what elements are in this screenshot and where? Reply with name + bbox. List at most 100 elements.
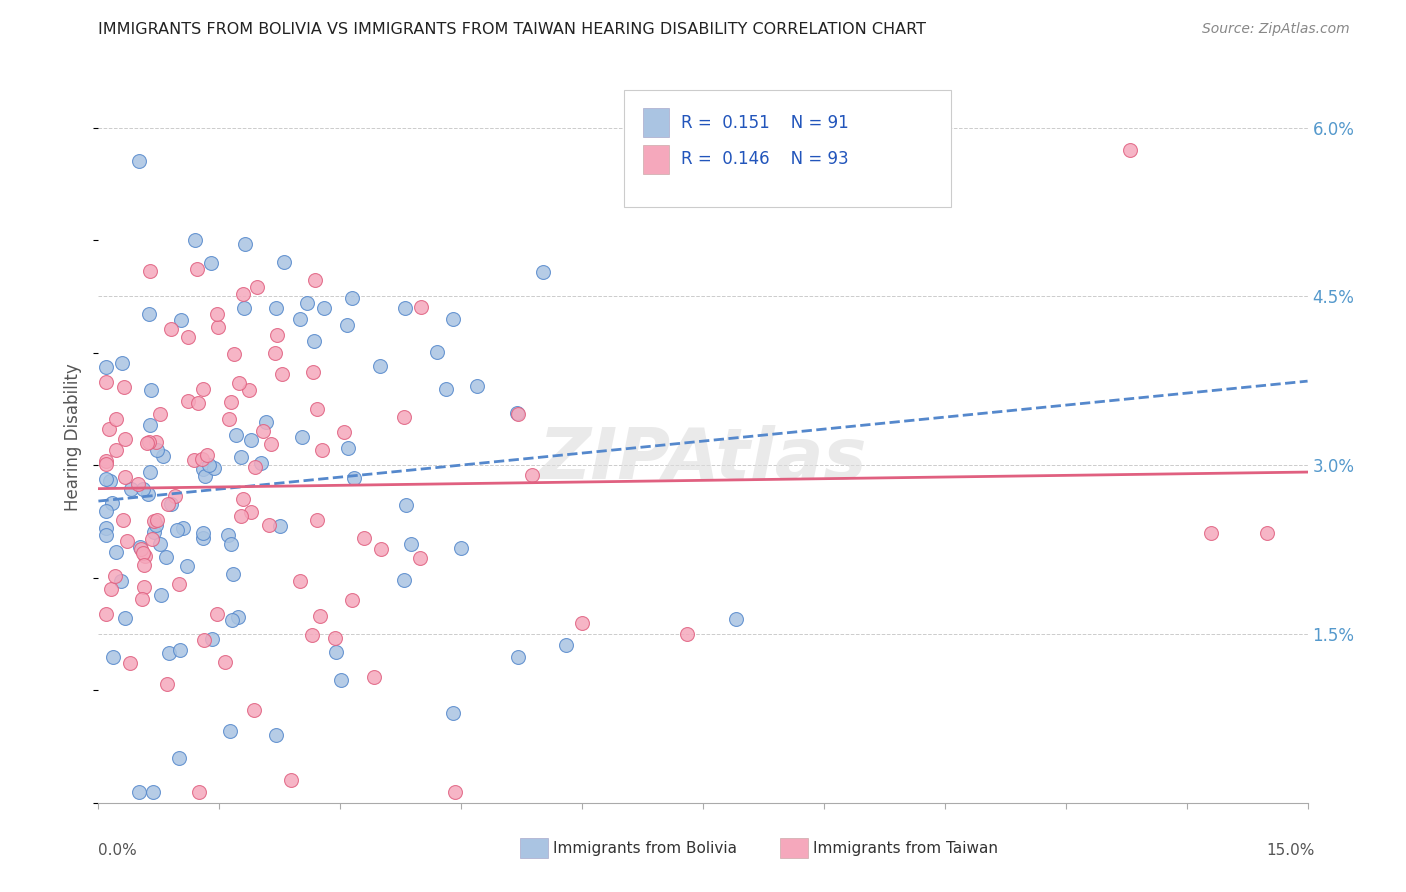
Point	[139, 465, 162, 479]
Point	[266, 328, 288, 343]
Point	[152, 449, 174, 463]
Point	[191, 382, 214, 396]
Point	[132, 558, 155, 572]
Point	[506, 649, 529, 664]
Point	[342, 291, 364, 305]
Point	[201, 632, 224, 647]
Point	[219, 723, 242, 738]
Point	[226, 610, 249, 624]
Point	[167, 751, 190, 765]
Point	[409, 300, 432, 314]
Point	[101, 496, 124, 510]
Point	[169, 643, 191, 657]
Point	[240, 505, 263, 519]
Point	[194, 469, 217, 483]
Point	[311, 442, 333, 457]
Point	[304, 273, 326, 287]
Point	[200, 255, 222, 269]
Point	[395, 499, 418, 513]
Point	[134, 549, 156, 563]
Point	[155, 549, 177, 564]
Point	[159, 497, 181, 511]
Point	[409, 550, 432, 565]
Point	[239, 433, 262, 447]
Point	[325, 645, 347, 659]
Point	[105, 443, 128, 458]
Point	[271, 367, 294, 381]
Point	[172, 521, 194, 535]
Point	[131, 592, 153, 607]
Point	[105, 412, 128, 426]
Point	[112, 380, 135, 394]
Point	[195, 448, 218, 462]
Point	[231, 450, 253, 464]
Point	[232, 301, 254, 315]
Point	[96, 472, 118, 486]
Point	[221, 613, 243, 627]
Point	[132, 580, 155, 594]
Point	[426, 345, 449, 359]
Point	[254, 416, 277, 430]
Point	[219, 536, 242, 550]
Point	[297, 296, 319, 310]
Point	[141, 532, 163, 546]
Point	[571, 615, 593, 630]
Point	[114, 432, 136, 446]
Point	[100, 582, 122, 597]
Point	[238, 383, 260, 397]
Point	[138, 307, 160, 321]
Point	[132, 546, 155, 560]
Point	[191, 531, 214, 545]
Point	[145, 435, 167, 450]
Point	[135, 436, 157, 450]
Point	[394, 301, 416, 315]
Point	[142, 784, 165, 798]
Point	[1199, 525, 1222, 540]
Point	[307, 401, 329, 416]
Point	[301, 628, 323, 642]
Point	[305, 513, 328, 527]
Point	[120, 482, 142, 496]
Point	[243, 703, 266, 717]
Point	[217, 528, 239, 542]
Point	[257, 518, 280, 533]
Y-axis label: Hearing Disability: Hearing Disability	[65, 363, 83, 511]
Bar	[643, 108, 669, 137]
Point	[110, 574, 132, 588]
Point	[96, 457, 118, 471]
Point	[145, 442, 167, 457]
Point	[143, 524, 166, 539]
Point	[434, 382, 457, 396]
Point	[333, 425, 356, 440]
Point	[96, 375, 118, 389]
Point	[205, 607, 228, 621]
Point	[184, 233, 207, 247]
Point	[280, 772, 302, 787]
Point	[724, 612, 747, 626]
Point	[96, 521, 118, 535]
Point	[1119, 143, 1142, 157]
Point	[555, 638, 578, 652]
Point	[114, 611, 136, 625]
Point	[263, 346, 285, 360]
Point	[290, 574, 312, 589]
Point	[218, 412, 240, 426]
Point	[129, 540, 152, 554]
Point	[150, 588, 173, 602]
Point	[139, 264, 162, 278]
Text: 0.0%: 0.0%	[98, 843, 138, 858]
Point	[309, 609, 332, 624]
Point	[225, 428, 247, 442]
Point	[191, 525, 214, 540]
Point	[96, 454, 118, 468]
Text: ZIPAtlas: ZIPAtlas	[538, 425, 868, 493]
Point	[191, 462, 214, 476]
Point	[138, 435, 160, 450]
Point	[118, 656, 141, 670]
Point	[149, 407, 172, 421]
Point	[188, 784, 211, 798]
Point	[96, 503, 118, 517]
Point	[522, 467, 544, 482]
Point	[264, 301, 287, 315]
Point	[508, 407, 530, 421]
